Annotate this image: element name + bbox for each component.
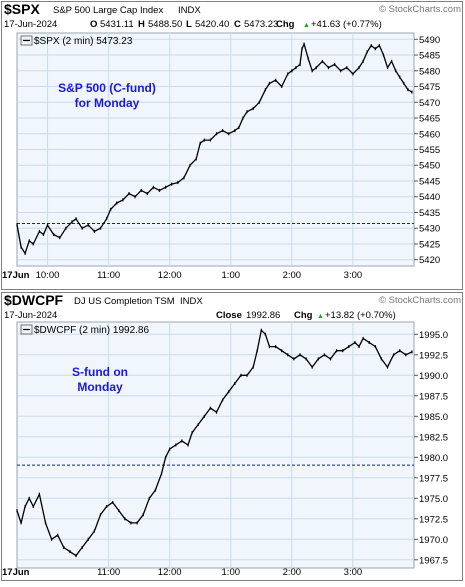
y-tick-label: 5490	[419, 35, 440, 46]
chart-panel-2: 1995.0 1992.5 1990.0 1987.5 1985.0 1982.5 1980…	[1, 292, 463, 581]
x-tick-label: 1:00	[222, 567, 241, 578]
y-tick-label: 5450	[419, 161, 440, 172]
chart-symbol: $SPX	[4, 1, 40, 17]
watermark: © StockCharts.com	[379, 4, 461, 15]
legend-swatch	[20, 324, 33, 335]
y-tick-label: 5480	[419, 66, 440, 77]
y-tick-label: 1980.0	[419, 453, 448, 464]
annotation-text: S-fund on	[72, 365, 128, 379]
legend-label: $DWCPF (2 min) 1992.86	[34, 325, 149, 336]
quote-chg_label: Chg	[276, 19, 295, 30]
y-tick-label: 5485	[419, 51, 440, 62]
quote-l_label: L	[186, 19, 192, 30]
y-tick-label: 1982.5	[419, 432, 448, 443]
x-tick-label: 12:00	[158, 270, 182, 281]
x-tick-label: 2:00	[283, 270, 302, 281]
y-tick-label: 5430	[419, 224, 440, 235]
y-tick-label: 1977.5	[419, 473, 448, 484]
quote-chg_label: Chg	[294, 310, 313, 321]
chart-exchange: INDX	[178, 5, 201, 16]
y-tick-label: 5425	[419, 239, 440, 250]
chg-up-icon: ▲	[317, 313, 324, 320]
y-tick-label: 1990.0	[419, 371, 448, 382]
x-tick-label: 2:00	[283, 567, 302, 578]
y-tick-label: 1985.0	[419, 412, 448, 423]
y-tick-label: 5420	[419, 255, 440, 266]
x-tick-label: 10:00	[36, 270, 60, 281]
x-tick-label: 1:00	[222, 270, 241, 281]
price-line	[16, 329, 413, 557]
chart-date: 17-Jun-2024	[4, 310, 57, 321]
chart-name: DJ US Completion TSM	[74, 296, 175, 307]
x-tick-label: 17Jun	[2, 270, 30, 281]
y-tick-label: 5445	[419, 176, 440, 187]
quote-o_label: O	[90, 19, 97, 30]
x-tick-label: 11:00	[97, 567, 120, 578]
price-line	[16, 43, 413, 255]
y-tick-label: 1992.5	[419, 350, 448, 361]
plot-area	[16, 321, 415, 569]
y-tick-label: 1967.5	[419, 555, 448, 566]
quote-h_label: H	[138, 19, 145, 30]
chart-symbol: $DWCPF	[4, 292, 64, 308]
y-tick-label: 1970.0	[419, 535, 448, 546]
x-tick-label: 3:00	[344, 270, 363, 281]
chart-panel-1: 5490 5485 5480 5475 5470 5465 5460 5455 5450 5445…	[1, 1, 463, 290]
legend-swatch	[20, 35, 33, 46]
y-tick-label: 5440	[419, 192, 440, 203]
y-tick-label: 5455	[419, 145, 440, 156]
y-tick-label: 1972.5	[419, 514, 448, 525]
legend-label: $SPX (2 min) 5473.23	[34, 36, 133, 47]
quote-close_label: Close	[216, 310, 242, 321]
y-tick-label: 1975.0	[419, 494, 448, 505]
quote-high: 5488.50	[148, 19, 182, 30]
x-tick-label: 11:00	[97, 270, 120, 281]
annotation-text: for Monday	[75, 96, 140, 110]
y-tick-label: 5460	[419, 129, 440, 140]
quote-close: 5473.23	[244, 19, 278, 30]
chart-date: 17-Jun-2024	[4, 19, 57, 30]
y-tick-label: 5475	[419, 82, 440, 93]
x-tick-label: 12:00	[158, 567, 182, 578]
quote-low: 5420.40	[195, 19, 229, 30]
y-tick-label: 5435	[419, 208, 440, 219]
y-tick-label: 1987.5	[419, 391, 448, 402]
watermark: © StockCharts.com	[379, 295, 461, 306]
annotation-text: S&P 500 (C-fund)	[58, 81, 156, 95]
chart-name: S&P 500 Large Cap Index	[53, 5, 163, 16]
chg-up-icon: ▲	[303, 22, 310, 29]
quote-chg: +13.82 (+0.70%)	[325, 310, 396, 321]
quote-open: 5431.11	[100, 19, 134, 30]
annotation-text: Monday	[77, 380, 123, 394]
quote-c_label: C	[234, 19, 241, 30]
quote-close: 1992.86	[246, 310, 280, 321]
y-tick-label: 5465	[419, 114, 440, 125]
y-tick-label: 1995.0	[419, 330, 448, 341]
chart-exchange: INDX	[180, 296, 203, 307]
y-tick-label: 5470	[419, 98, 440, 109]
x-tick-label: 17Jun	[2, 567, 30, 578]
x-tick-label: 3:00	[344, 567, 363, 578]
quote-chg: +41.63 (+0.77%)	[311, 19, 382, 30]
